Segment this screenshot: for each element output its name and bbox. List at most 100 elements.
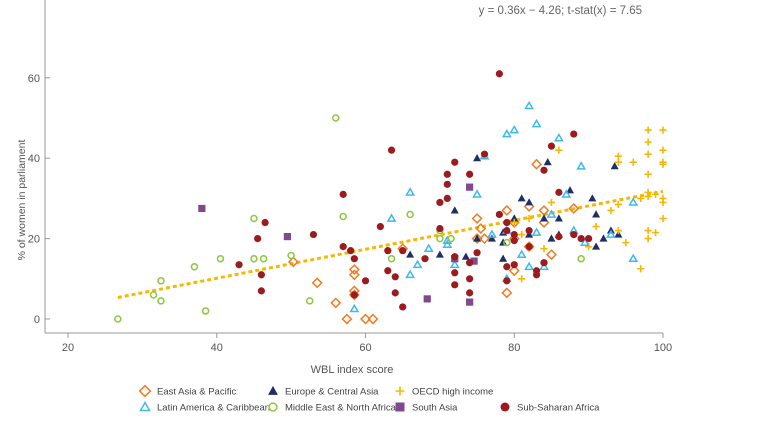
point-east-asia-pacific: [545, 249, 557, 261]
point-middle-east-north-africa-shape: [503, 238, 511, 247]
point-europe-central-asia-shape: [473, 154, 482, 162]
point-middle-east-north-africa-shape: [216, 254, 225, 263]
series-oecd-high-income: [510, 126, 667, 283]
point-sub-saharan-africa: [466, 170, 474, 178]
point-europe-central-asia-shape: [610, 162, 619, 170]
point-latin-america-caribbean: [472, 189, 482, 198]
point-oecd-high-income-shape: [651, 228, 660, 237]
point-east-asia-pacific: [479, 233, 490, 245]
point-sub-saharan-africa-shape: [495, 70, 503, 78]
point-sub-saharan-africa: [443, 170, 451, 178]
point-east-asia-pacific-shape: [508, 265, 520, 277]
point-oecd-high-income: [659, 126, 667, 134]
point-sub-saharan-africa: [503, 226, 511, 235]
point-europe-central-asia-shape: [406, 250, 415, 258]
point-sub-saharan-africa-shape: [503, 263, 511, 271]
point-europe-central-asia: [510, 214, 519, 222]
point-sub-saharan-africa-shape: [261, 218, 269, 227]
point-sub-saharan-africa-shape: [525, 243, 533, 251]
point-europe-central-asia-shape: [547, 234, 556, 242]
point-europe-central-asia-shape: [588, 194, 597, 202]
point-middle-east-north-africa: [149, 291, 158, 299]
point-europe-central-asia-shape: [599, 234, 608, 242]
point-east-asia-pacific-shape: [471, 233, 483, 245]
point-sub-saharan-africa-shape: [540, 259, 548, 267]
point-oecd-high-income-shape: [525, 214, 533, 223]
point-middle-east-north-africa: [287, 251, 295, 260]
point-sub-saharan-africa-shape: [503, 277, 511, 285]
point-sub-saharan-africa: [384, 247, 392, 255]
point-sub-saharan-africa: [540, 259, 548, 267]
point-sub-saharan-africa-shape: [555, 188, 563, 196]
axes: 0 20 40 60 20 40 60 80 100: [28, 0, 672, 354]
point-europe-central-asia: [540, 214, 548, 222]
point-sub-saharan-africa: [503, 263, 511, 271]
legend-label: South Asia: [412, 403, 458, 414]
point-sub-saharan-africa: [451, 269, 459, 277]
point-sub-saharan-africa-shape: [399, 303, 407, 311]
point-europe-central-asia-shape: [540, 214, 548, 222]
point-europe-central-asia-shape: [525, 198, 534, 206]
point-sub-saharan-africa: [577, 235, 585, 243]
point-middle-east-north-africa-shape: [114, 315, 122, 323]
point-europe-central-asia-shape: [592, 242, 601, 250]
point-oecd-high-income: [518, 230, 526, 239]
point-oecd-high-income-shape: [510, 218, 518, 227]
y-axis-title: % of women in parliament: [16, 140, 28, 261]
point-oecd-high-income: [510, 218, 518, 227]
point-east-asia-pacific: [501, 204, 513, 216]
point-sub-saharan-africa: [503, 277, 511, 285]
y-tick-label: 40: [28, 153, 40, 165]
point-sub-saharan-africa: [254, 235, 262, 243]
point-europe-central-asia-shape: [592, 210, 601, 218]
point-oecd-high-income: [637, 265, 645, 273]
trendline-path: [117, 189, 664, 299]
point-latin-america-caribbean-shape: [580, 237, 590, 246]
legend-label: OECD high income: [412, 387, 493, 398]
point-oecd-high-income-shape: [651, 190, 660, 198]
series-middle-east-north-africa: [114, 114, 585, 323]
point-sub-saharan-africa: [495, 210, 503, 219]
point-oecd-high-income: [644, 226, 652, 235]
point-latin-america-caribbean: [349, 303, 360, 313]
point-sub-saharan-africa: [350, 291, 358, 299]
legend-item-europe-central-asia: Europe & Central Asia: [268, 385, 379, 398]
point-sub-saharan-africa: [525, 226, 533, 235]
point-sub-saharan-africa: [339, 190, 347, 198]
point-sub-saharan-africa-shape: [480, 150, 489, 158]
point-middle-east-north-africa: [201, 307, 210, 315]
point-east-asia-pacific: [311, 277, 323, 289]
point-middle-east-north-africa: [216, 254, 225, 263]
legend-item-latin-america-caribbean: Latin America & Caribbean: [139, 400, 270, 414]
point-sub-saharan-africa: [547, 142, 556, 150]
point-europe-central-asia: [547, 234, 556, 242]
point-latin-america-caribbean-shape: [606, 229, 616, 238]
point-oecd-high-income-shape: [614, 152, 622, 160]
series-south-asia: [198, 183, 478, 306]
point-sub-saharan-africa: [436, 224, 444, 233]
point-east-asia-pacific: [341, 313, 353, 325]
point-sub-saharan-africa: [540, 166, 548, 174]
point-europe-central-asia-shape: [487, 234, 496, 242]
point-latin-america-caribbean-shape: [524, 100, 535, 110]
point-oecd-high-income: [614, 152, 622, 160]
point-latin-america-caribbean: [561, 189, 572, 198]
point-middle-east-north-africa-shape: [332, 114, 340, 122]
legend-marker-south-asia-shape: [395, 402, 405, 412]
point-south-asia-shape: [466, 183, 474, 191]
point-latin-america-caribbean-shape: [531, 227, 542, 236]
point-sub-saharan-africa-shape: [443, 194, 451, 202]
point-south-asia: [470, 257, 478, 265]
point-europe-central-asia: [543, 158, 552, 166]
point-europe-central-asia: [566, 186, 575, 194]
point-europe-central-asia-shape: [543, 158, 552, 166]
point-sub-saharan-africa-shape: [361, 277, 370, 285]
point-east-asia-pacific-shape: [475, 223, 487, 235]
point-sub-saharan-africa-shape: [443, 170, 451, 178]
point-middle-east-north-africa-shape: [157, 297, 165, 305]
point-sub-saharan-africa-shape: [384, 247, 392, 255]
legend-marker-middle-east-north-africa: [268, 402, 278, 412]
point-sub-saharan-africa-shape: [387, 146, 396, 154]
point-sub-saharan-africa-shape: [451, 269, 459, 277]
point-middle-east-north-africa-shape: [157, 277, 165, 285]
